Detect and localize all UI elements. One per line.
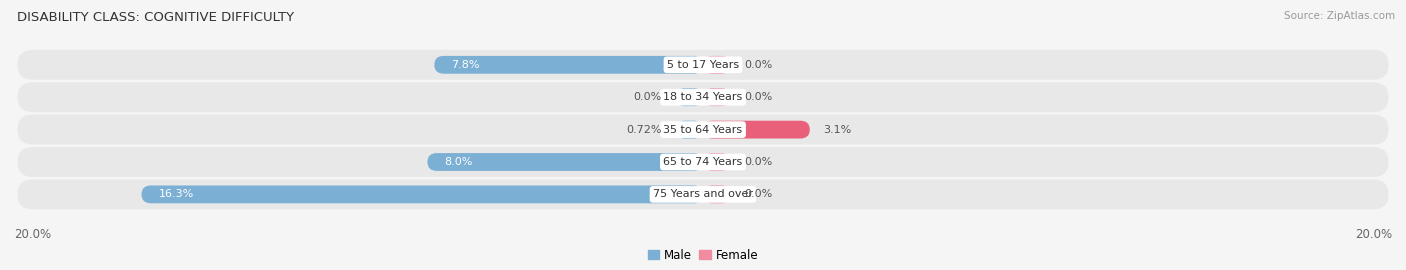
Text: 8.0%: 8.0% xyxy=(444,157,472,167)
Text: 16.3%: 16.3% xyxy=(159,189,194,200)
Text: 20.0%: 20.0% xyxy=(14,228,51,241)
Text: Source: ZipAtlas.com: Source: ZipAtlas.com xyxy=(1284,11,1395,21)
Text: 18 to 34 Years: 18 to 34 Years xyxy=(664,92,742,102)
FancyBboxPatch shape xyxy=(703,153,731,171)
Text: 20.0%: 20.0% xyxy=(1355,228,1392,241)
Text: 7.8%: 7.8% xyxy=(451,60,479,70)
Text: 0.0%: 0.0% xyxy=(634,92,662,102)
FancyBboxPatch shape xyxy=(17,147,1389,177)
FancyBboxPatch shape xyxy=(17,82,1389,112)
Text: 75 Years and over: 75 Years and over xyxy=(652,189,754,200)
Text: 65 to 74 Years: 65 to 74 Years xyxy=(664,157,742,167)
Text: 0.0%: 0.0% xyxy=(744,60,772,70)
FancyBboxPatch shape xyxy=(703,88,731,106)
Text: 0.0%: 0.0% xyxy=(744,92,772,102)
FancyBboxPatch shape xyxy=(703,185,731,203)
Text: 0.0%: 0.0% xyxy=(744,189,772,200)
Text: 0.0%: 0.0% xyxy=(744,157,772,167)
FancyBboxPatch shape xyxy=(675,88,703,106)
Text: DISABILITY CLASS: COGNITIVE DIFFICULTY: DISABILITY CLASS: COGNITIVE DIFFICULTY xyxy=(17,11,294,24)
FancyBboxPatch shape xyxy=(427,153,703,171)
FancyBboxPatch shape xyxy=(434,56,703,74)
FancyBboxPatch shape xyxy=(17,50,1389,80)
FancyBboxPatch shape xyxy=(675,121,703,139)
FancyBboxPatch shape xyxy=(17,115,1389,144)
FancyBboxPatch shape xyxy=(703,56,731,74)
FancyBboxPatch shape xyxy=(17,180,1389,209)
Text: 5 to 17 Years: 5 to 17 Years xyxy=(666,60,740,70)
FancyBboxPatch shape xyxy=(703,121,810,139)
Legend: Male, Female: Male, Female xyxy=(643,244,763,266)
Text: 35 to 64 Years: 35 to 64 Years xyxy=(664,124,742,135)
Text: 3.1%: 3.1% xyxy=(824,124,852,135)
Text: 0.72%: 0.72% xyxy=(626,124,662,135)
FancyBboxPatch shape xyxy=(142,185,703,203)
